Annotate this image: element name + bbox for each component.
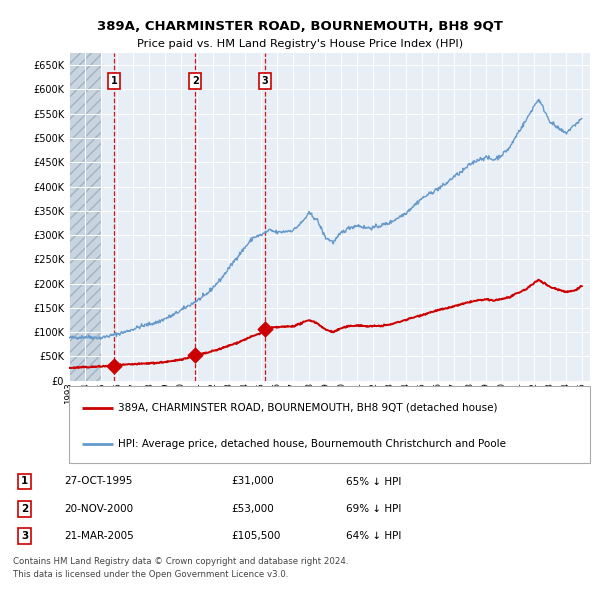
Text: 69% ↓ HPI: 69% ↓ HPI <box>346 504 401 514</box>
Text: £31,000: £31,000 <box>231 477 274 487</box>
Text: 389A, CHARMINSTER ROAD, BOURNEMOUTH, BH8 9QT (detached house): 389A, CHARMINSTER ROAD, BOURNEMOUTH, BH8… <box>118 403 498 413</box>
Text: Price paid vs. HM Land Registry's House Price Index (HPI): Price paid vs. HM Land Registry's House … <box>137 40 463 49</box>
Text: £53,000: £53,000 <box>231 504 274 514</box>
Text: This data is licensed under the Open Government Licence v3.0.: This data is licensed under the Open Gov… <box>13 571 289 579</box>
Point <box>260 324 269 334</box>
Text: 2: 2 <box>192 76 199 86</box>
Text: £105,500: £105,500 <box>231 531 280 541</box>
Point <box>109 361 119 371</box>
Bar <box>69 53 101 381</box>
Text: 27-OCT-1995: 27-OCT-1995 <box>64 477 132 487</box>
FancyBboxPatch shape <box>69 386 590 463</box>
Text: 20-NOV-2000: 20-NOV-2000 <box>64 504 133 514</box>
Text: Contains HM Land Registry data © Crown copyright and database right 2024.: Contains HM Land Registry data © Crown c… <box>13 558 349 566</box>
Text: 3: 3 <box>21 531 28 541</box>
Text: 389A, CHARMINSTER ROAD, BOURNEMOUTH, BH8 9QT: 389A, CHARMINSTER ROAD, BOURNEMOUTH, BH8… <box>97 20 503 33</box>
Text: 1: 1 <box>21 477 28 487</box>
Text: 65% ↓ HPI: 65% ↓ HPI <box>346 477 401 487</box>
Text: 3: 3 <box>262 76 268 86</box>
Text: 64% ↓ HPI: 64% ↓ HPI <box>346 531 401 541</box>
Text: 1: 1 <box>111 76 118 86</box>
Text: 21-MAR-2005: 21-MAR-2005 <box>64 531 134 541</box>
Text: HPI: Average price, detached house, Bournemouth Christchurch and Poole: HPI: Average price, detached house, Bour… <box>118 439 506 449</box>
Point <box>190 350 200 359</box>
Text: 2: 2 <box>21 504 28 514</box>
